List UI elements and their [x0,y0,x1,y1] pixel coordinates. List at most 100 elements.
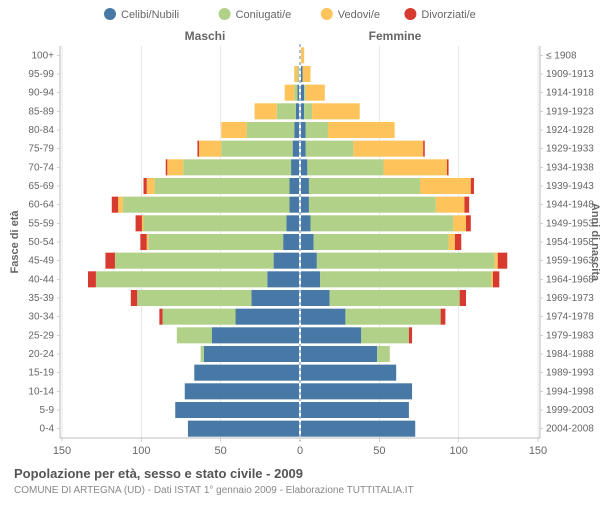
male-bar-seg [286,215,299,231]
birth-year-label: 1984-1988 [546,349,594,360]
female-bar-seg [495,253,498,269]
male-bar-seg [137,290,251,306]
legend-label: Divorziati/e [421,9,475,21]
legend-label: Vedovi/e [338,9,380,21]
female-bar-seg [301,383,412,399]
age-label: 5-9 [40,405,55,416]
legend-label: Coniugati/e [236,9,292,21]
legend-swatch [219,8,231,20]
male-bar-seg [247,122,295,138]
legend-swatch [404,8,416,20]
female-bar-seg [301,309,345,325]
male-bar-seg [289,197,299,213]
male-bar-seg [289,178,299,194]
female-bar-seg [330,290,460,306]
birth-year-label: 1949-1953 [546,218,594,229]
legend-label: Celibi/Nubili [121,9,179,21]
chart-title: Popolazione per età, sesso e stato civil… [14,466,303,481]
female-bar-seg [493,271,499,287]
female-header: Femmine [369,29,422,43]
male-bar-seg [159,309,162,325]
legend: Celibi/Nubili Coniugati/e Vedovi/e Divorzia… [104,8,476,21]
age-label: 85-89 [28,106,54,117]
female-bar-seg [301,290,330,306]
birth-year-label: 1934-1938 [546,162,594,173]
female-bar-seg [498,253,508,269]
male-bar-seg [112,197,118,213]
age-label: 25-29 [28,330,54,341]
birth-year-label: 1919-1923 [546,106,594,117]
birth-year-label: ≤ 1908 [546,50,577,61]
male-bar-seg [147,234,149,250]
x-tick-label: 0 [297,445,303,457]
female-bar-seg [303,66,311,82]
x-tick-label: 150 [53,445,71,457]
female-bar-seg [453,215,466,231]
female-bar-seg [301,178,309,194]
male-bar-seg [144,215,287,231]
male-bar-seg [267,271,299,287]
birth-year-labels: 2004-20081999-20031994-19981989-19931984… [540,50,594,434]
male-bar-seg [274,253,299,269]
female-bar-seg [449,234,455,250]
x-axis: 05050100100150150 [53,46,547,457]
male-bar-seg [199,141,221,157]
male-bar-seg [96,271,267,287]
birth-year-label: 1959-1963 [546,256,594,267]
male-bar-seg [201,346,204,362]
female-bar-seg [301,327,361,343]
female-bar-seg [301,122,306,138]
male-bar-seg [115,253,274,269]
female-bar-seg [328,122,395,138]
footer: Popolazione per età, sesso e stato civil… [14,466,414,496]
legend-swatch [104,8,116,20]
male-bar-seg [294,85,297,101]
male-bar-seg [236,309,299,325]
legend-swatch [321,8,333,20]
male-bar-seg [194,365,299,381]
male-bar-seg [204,346,299,362]
age-label: 55-59 [28,218,54,229]
male-bar-seg [293,141,299,157]
female-bar-seg [301,346,377,362]
female-bar-seg [301,197,309,213]
right-axis-title: Anni di nascita [589,203,600,282]
chart-subtitle: COMUNE DI ARTEGNA (UD) - Dati ISTAT 1° g… [14,485,414,496]
female-bar-seg [464,197,469,213]
male-bar-seg [296,103,299,119]
birth-year-label: 2004-2008 [546,424,594,435]
female-bar-seg [420,178,471,194]
male-bar-seg [123,197,290,213]
female-bar-seg [301,66,303,82]
age-label: 35-39 [28,293,54,304]
female-bar-seg [409,327,412,343]
male-bar-seg [167,159,183,175]
female-bar-seg [301,271,320,287]
age-label: 70-74 [28,162,54,173]
male-bar-seg [297,85,299,101]
female-bar-seg [301,85,304,101]
male-bar-seg [147,178,155,194]
female-bar-seg [306,141,354,157]
female-bar-seg [361,327,409,343]
male-bar-seg [285,85,295,101]
female-bar-seg [301,234,314,250]
birth-year-label: 1944-1948 [546,200,594,211]
female-bar-seg [309,197,436,213]
female-bar-seg [345,309,440,325]
female-bar-seg [309,178,420,194]
female-bar-seg [301,159,307,175]
female-bar-seg [304,85,306,101]
male-bar-seg [105,253,115,269]
female-bar-seg [460,290,466,306]
age-label: 0-4 [40,424,55,435]
female-bar-seg [307,159,383,175]
female-bar-seg [301,141,306,157]
x-tick-label: 150 [529,445,547,457]
male-header: Maschi [185,29,226,43]
female-bar-seg [301,253,317,269]
pyramid-bars [88,47,507,436]
age-label: 20-24 [28,349,54,360]
age-label: 75-79 [28,144,54,155]
male-bar-seg [177,327,212,343]
